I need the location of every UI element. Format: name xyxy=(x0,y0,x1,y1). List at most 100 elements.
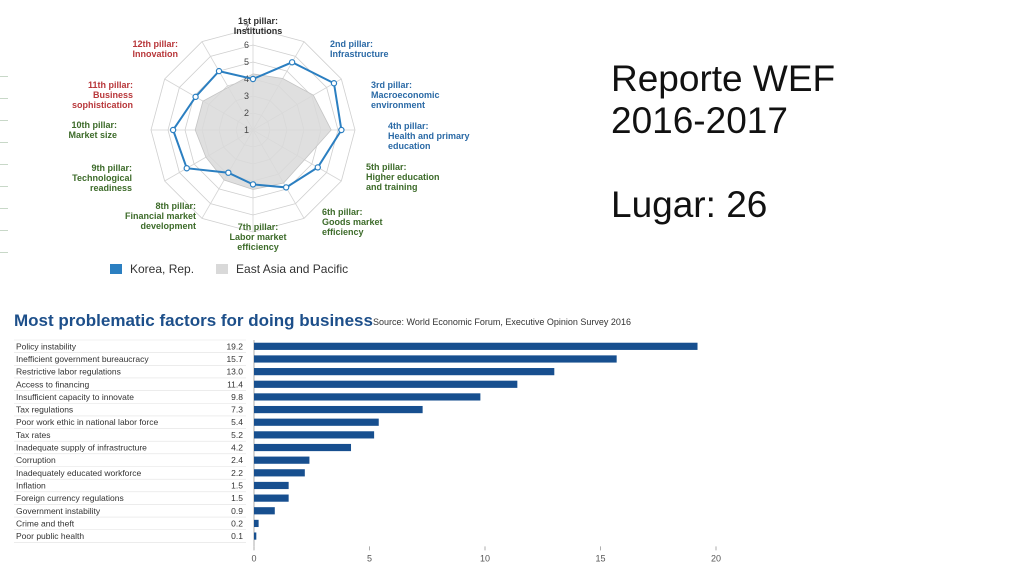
bar-category-label: Foreign currency regulations xyxy=(16,493,124,503)
bar xyxy=(254,519,259,528)
pillar-label: 3rd pillar: Macroeconomic environment xyxy=(371,80,440,110)
bar-category-label: Policy instability xyxy=(16,341,77,351)
pillar-label: 12th pillar: Innovation xyxy=(132,39,178,59)
bar xyxy=(254,405,423,414)
bar-value-label: 19.2 xyxy=(226,341,243,351)
pillar-label: 4th pillar: Health and primary education xyxy=(388,121,470,151)
bar xyxy=(254,418,379,426)
bar-category-label: Corruption xyxy=(16,455,56,465)
bar-category-label: Tax regulations xyxy=(16,405,73,415)
bar-chart: 0 5 10 15 20 Policy instability 19.2 Inefficien… xyxy=(14,339,721,563)
bar-value-label: 4.2 xyxy=(231,443,243,453)
bar-value-label: 1.5 xyxy=(231,480,243,490)
bar xyxy=(254,456,310,464)
bar-x-tick-label: 0 xyxy=(251,553,256,563)
radar-point-korea xyxy=(282,184,290,191)
radar-point-korea xyxy=(338,126,345,134)
bar-chart-title: Most problematic factors for doing busin… xyxy=(14,311,373,330)
bar-value-label: 2.2 xyxy=(231,468,243,478)
radar-point-korea xyxy=(249,181,257,188)
radar-point-korea xyxy=(288,59,296,66)
radar-point-korea xyxy=(169,126,177,134)
bar-category-label: Access to financing xyxy=(16,379,90,389)
legend-label-region: East Asia and Pacific xyxy=(236,262,349,276)
bar xyxy=(254,443,352,452)
radar-tick-label: 3 xyxy=(244,91,249,101)
bar-category-label: Restrictive labor regulations xyxy=(16,367,121,377)
bar xyxy=(254,342,698,350)
pillar-label: 6th pillar: Goods market efficiency xyxy=(322,207,383,237)
bar-category-label: Crime and theft xyxy=(16,518,75,528)
legend-swatch-korea xyxy=(110,264,122,274)
bar-value-label: 9.8 xyxy=(231,392,243,402)
radar-point-korea xyxy=(249,75,257,83)
bar xyxy=(254,355,617,363)
bar-value-label: 5.4 xyxy=(231,417,243,427)
bar-chart-source: Source: World Economic Forum, Executive … xyxy=(373,317,631,327)
bar-category-label: Government instability xyxy=(16,506,101,516)
legend-swatch-region xyxy=(216,264,229,274)
radar-tick-label: 6 xyxy=(244,40,249,50)
pillar-label: 1st pillar: Institutions xyxy=(234,16,283,36)
radar-point-korea xyxy=(330,80,338,87)
radar-point-korea xyxy=(314,164,321,171)
pillar-label: 9th pillar: Technological readiness xyxy=(72,163,132,193)
legend-item-region: East Asia and Pacific xyxy=(216,262,348,276)
radar-chart-panel: 1 2 3 4 5 6 7 1st pillar: Institutions 2nd pillar… xyxy=(0,0,520,300)
bar-category-label: Inefficient government bureaucracy xyxy=(16,354,149,364)
bar-value-label: 15.7 xyxy=(226,354,243,364)
radar-tick-label: 5 xyxy=(244,57,249,67)
pillar-label: 2nd pillar: Infrastructure xyxy=(330,39,389,59)
pillar-label: 7th pillar: Labor market efficiency xyxy=(229,222,286,252)
bar-category-label: Inflation xyxy=(16,480,46,490)
slide-title-line1: Reporte WEF xyxy=(611,58,836,99)
bar-chart-panel: Most problematic factors for doing busin… xyxy=(0,300,740,576)
bar-value-label: 2.4 xyxy=(231,455,243,465)
radar-tick-label: 1 xyxy=(244,125,249,135)
slide-text-block: Reporte WEF 2016-2017 Lugar: 26 xyxy=(611,58,835,226)
radar-point-korea xyxy=(215,67,223,75)
bar xyxy=(254,380,518,388)
bar xyxy=(254,481,289,490)
bar xyxy=(254,494,289,502)
bar-value-label: 0.9 xyxy=(231,506,243,516)
bar-value-label: 1.5 xyxy=(231,493,243,503)
bar-category-label: Poor public health xyxy=(16,531,84,541)
radar-tick-label: 4 xyxy=(244,74,249,84)
slide-rank: Lugar: 26 xyxy=(611,184,768,225)
slide-title-line2: 2016-2017 xyxy=(611,100,788,141)
bar-x-tick-label: 10 xyxy=(480,553,490,563)
left-edge-decoration xyxy=(0,0,8,290)
pillar-label: 5th pillar: Higher education and training xyxy=(366,162,440,192)
bar-value-label: 7.3 xyxy=(231,405,243,415)
bar-value-label: 0.2 xyxy=(231,518,243,528)
bar xyxy=(254,431,375,439)
bar xyxy=(254,532,257,540)
bar-category-label: Tax rates xyxy=(16,430,51,440)
legend-item-korea: Korea, Rep. xyxy=(110,262,194,276)
bar-x-tick-label: 20 xyxy=(711,553,721,563)
pillar-label: 8th pillar: Financial market development xyxy=(125,201,196,231)
radar-point-korea xyxy=(183,165,190,172)
bar-category-label: Poor work ethic in national labor force xyxy=(16,417,158,427)
bar-category-label: Insufficient capacity to innovate xyxy=(16,392,134,402)
bar xyxy=(254,393,481,401)
bar xyxy=(254,368,555,376)
bar-value-label: 5.2 xyxy=(231,430,243,440)
bar-category-label: Inadequately educated workforce xyxy=(16,468,141,478)
bar-category-label: Inadequate supply of infrastructure xyxy=(16,443,147,453)
radar-point-korea xyxy=(225,169,232,176)
bar-value-label: 0.1 xyxy=(231,531,243,541)
radar-series-region xyxy=(194,73,332,190)
bar-value-label: 11.4 xyxy=(227,379,243,389)
legend-label-korea: Korea, Rep. xyxy=(130,262,195,276)
bar xyxy=(254,469,305,477)
radar-tick-label: 2 xyxy=(244,108,249,118)
bar-value-label: 13.0 xyxy=(226,367,243,377)
bar-x-tick-label: 5 xyxy=(367,553,372,563)
radar-tick-label: 7 xyxy=(244,23,249,33)
radar-legend: Korea, Rep. East Asia and Pacific xyxy=(110,262,370,276)
pillar-label: 11th pillar: Business sophistication xyxy=(72,80,133,110)
pillar-label: 10th pillar: Market size xyxy=(68,120,117,140)
